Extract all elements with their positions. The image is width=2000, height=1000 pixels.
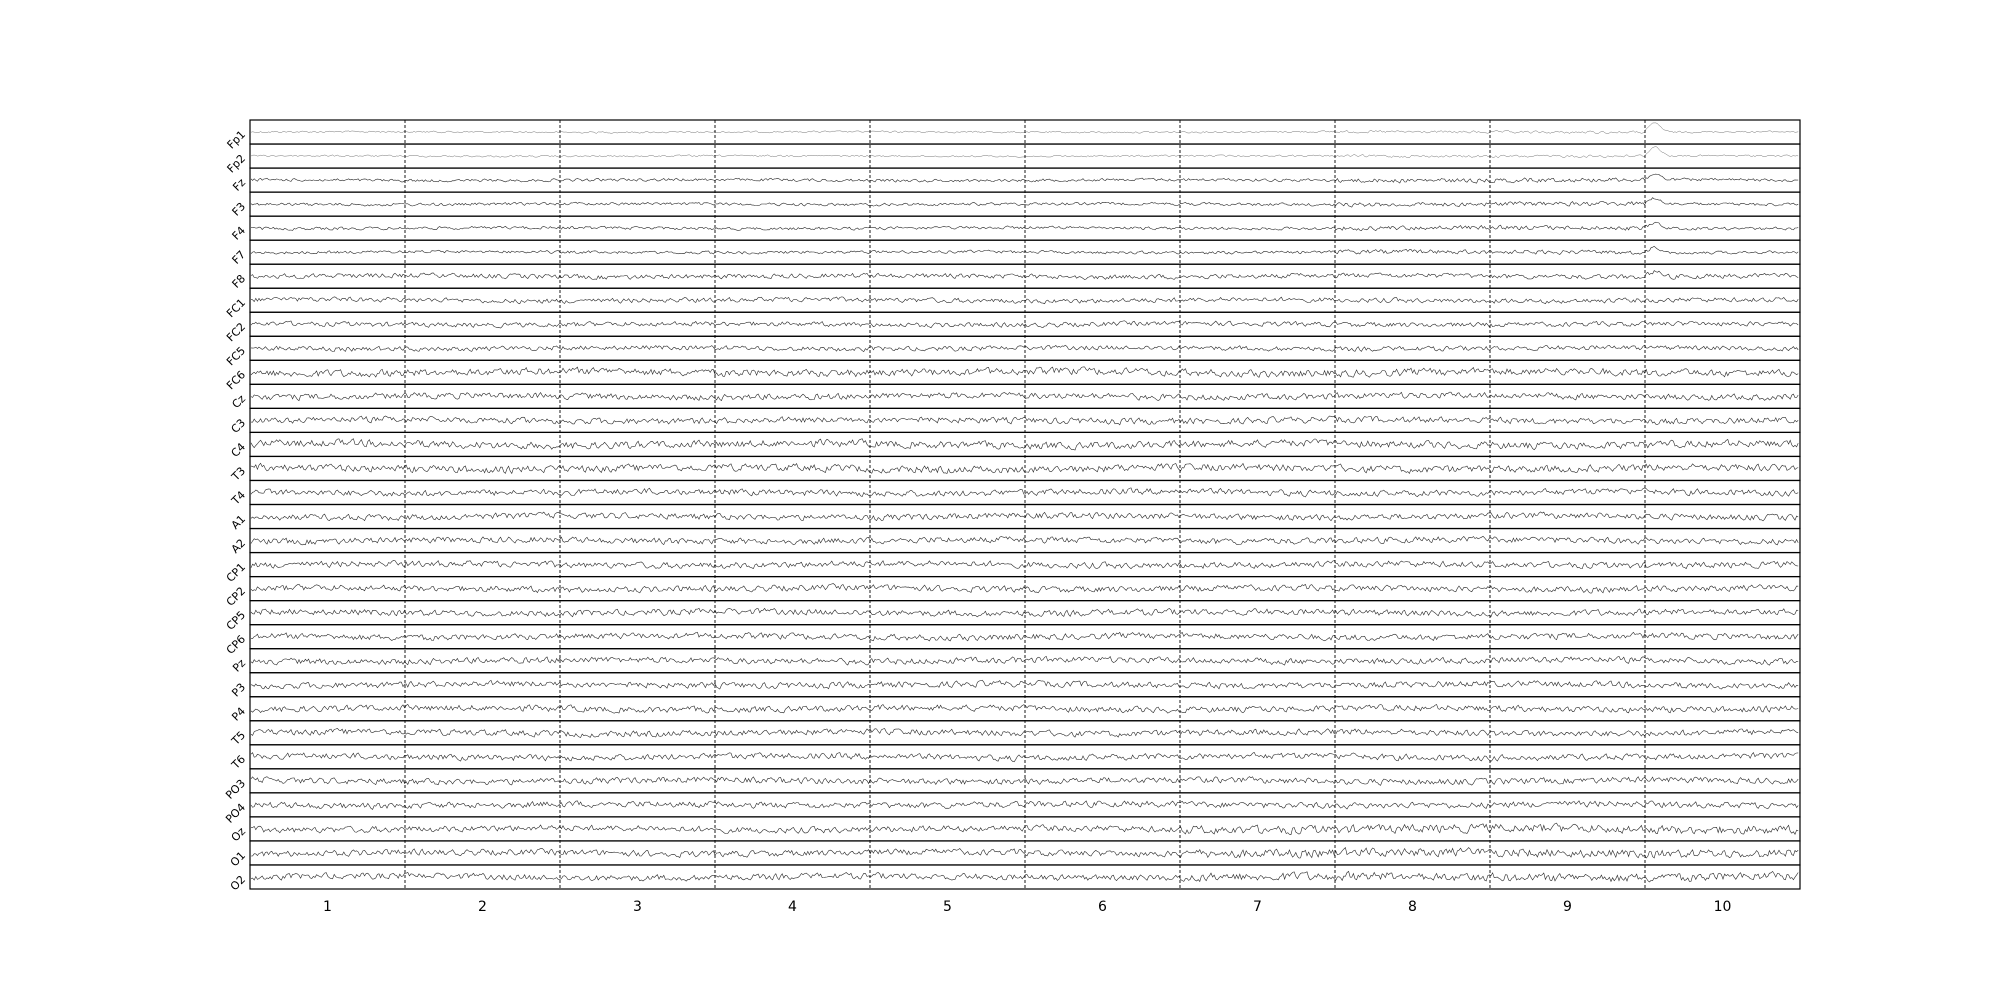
x-tick-label-9: 9 [1563,899,1572,915]
channel-frames [249,119,1801,890]
trace-t4 [250,487,1799,498]
channel-label-o1: O1 [228,849,248,869]
channel-label-fc2: FC2 [224,320,248,344]
x-tick-label-10: 10 [1714,899,1732,915]
channel-frame-o2 [249,864,1801,890]
channel-label-a2: A2 [229,536,248,555]
channel-label-cp2: CP2 [224,585,248,609]
channel-label-fc5: FC5 [224,344,248,368]
channel-label-f8: F8 [230,272,249,291]
x-tick-label-2: 2 [478,899,487,915]
channel-label-p4: P4 [229,705,248,724]
x-tick-label-7: 7 [1253,899,1262,915]
channel-label-fc1: FC1 [224,296,248,320]
trace-a2 [250,535,1799,546]
channel-label-fc6: FC6 [224,368,248,392]
x-tick-label-5: 5 [943,899,952,915]
channel-label-po3: PO3 [223,777,248,802]
channel-label-oz: Oz [229,825,249,845]
channel-label-t6: T6 [229,753,249,773]
x-tick-label-4: 4 [788,899,797,915]
epoch-separators [404,120,1646,889]
channel-label-cp1: CP1 [224,561,248,585]
x-tick-label-3: 3 [633,899,642,915]
channel-label-p3: P3 [229,681,248,700]
channel-label-t4: T4 [229,488,249,508]
channel-label-fz: Fz [230,176,248,194]
trace-po3 [250,776,1799,786]
channel-label-f3: F3 [230,200,249,219]
channel-label-t5: T5 [229,729,249,749]
channel-label-o2: O2 [228,873,248,893]
channel-label-c4: C4 [229,440,249,460]
channel-label-po4: PO4 [223,801,248,826]
x-tick-labels: 1 2 3 4 5 6 7 8 9 10 [323,899,1731,915]
channel-label-fp2: Fp2 [225,152,249,176]
trace-f3 [250,197,1799,208]
channel-label-cp6: CP6 [224,633,248,657]
channel-label-t3: T3 [229,464,249,484]
x-tick-label-1: 1 [323,899,332,915]
channel-label-f7: F7 [230,248,249,267]
x-tick-label-6: 6 [1098,899,1107,915]
channel-label-pz: Pz [230,656,248,674]
channel-label-cp5: CP5 [224,609,248,633]
trace-o1 [250,847,1799,859]
channel-label-c3: C3 [229,416,249,436]
channel-label-f4: F4 [230,224,249,243]
channel-label-fp1: Fp1 [225,128,249,152]
x-tick-label-8: 8 [1408,899,1417,915]
channel-label-a1: A1 [229,512,248,531]
trace-fc2 [250,320,1799,329]
channel-label-cz: Cz [229,392,248,411]
